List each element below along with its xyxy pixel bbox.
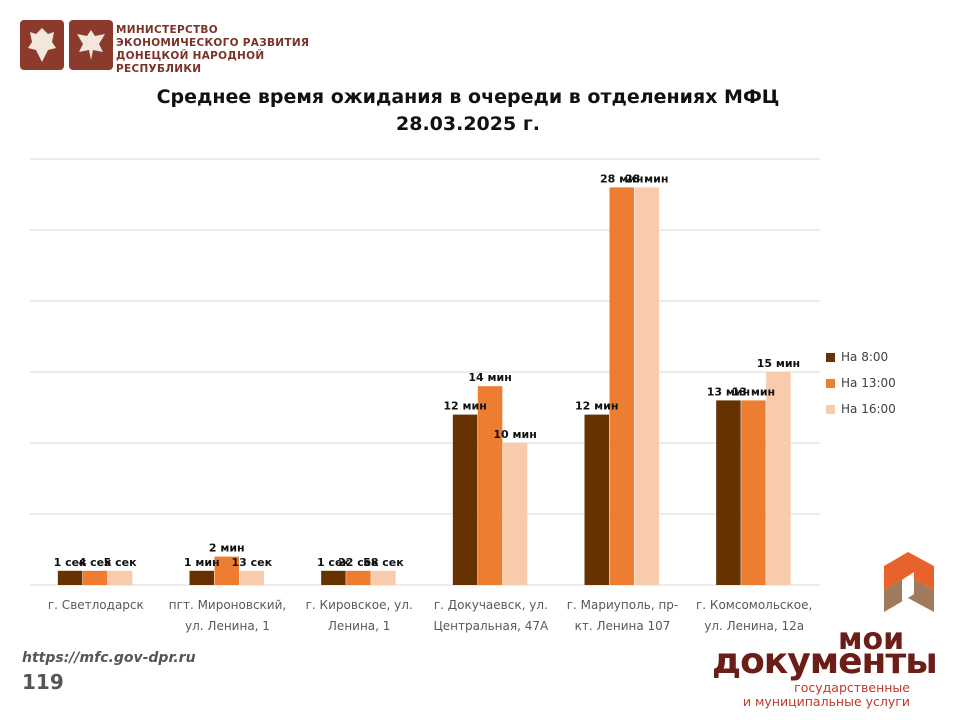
chart-legend: На 8:00 На 13:00 На 16:00: [826, 344, 896, 422]
bar: [346, 570, 371, 585]
bar: [609, 187, 634, 585]
legend-item-8: На 8:00: [826, 344, 896, 370]
bar: [741, 400, 766, 585]
category-label: ул. Ленина, 12а: [704, 619, 804, 633]
bar: [584, 414, 609, 585]
legend-item-13: На 13:00: [826, 370, 896, 396]
legend-item-16: На 16:00: [826, 396, 896, 422]
bar: [766, 372, 791, 585]
data-label: 1 сек: [54, 556, 87, 569]
category-label: ул. Ленина, 1: [185, 619, 270, 633]
category-label: г. Кировское, ул.: [306, 598, 413, 612]
category-label: г. Докучаевск, ул.: [434, 598, 548, 612]
category-label: пгт. Мироновский,: [169, 598, 286, 612]
data-label: 13 сек: [231, 556, 272, 569]
category-label: г. Мариуполь, пр-: [567, 598, 679, 612]
moi-dokumenty-logo-icon: [880, 550, 938, 626]
chart-title-line-1: Среднее время ожидания в очереди в отдел…: [156, 86, 780, 108]
data-label: 12 мин: [575, 400, 618, 413]
chart-category-labels: г. Светлодарск пгт. Мироновский, ул. Ленин…: [48, 598, 812, 633]
bar: [502, 443, 528, 585]
bar: [107, 570, 133, 585]
website-link[interactable]: https://mfc.gov-dpr.ru: [22, 650, 196, 666]
data-label: 15 мин: [757, 357, 800, 370]
bar: [239, 570, 264, 585]
legend-label-13: На 13:00: [841, 376, 896, 390]
slide-number: 119: [22, 670, 64, 694]
data-label: 10 мин: [493, 428, 536, 441]
bar: [214, 556, 239, 585]
legend-swatch-16: [826, 404, 835, 414]
category-label: г. Комсомольское,: [696, 598, 812, 612]
bar: [716, 400, 741, 585]
bar: [57, 570, 83, 585]
brand-word-moi: мои: [838, 622, 905, 657]
data-label: 1 сек: [317, 556, 350, 569]
data-label: 2 мин: [209, 542, 245, 555]
legend-swatch-8: [826, 352, 835, 362]
brand-tagline: государственные и муниципальные услуги: [743, 681, 910, 709]
bar: [452, 414, 478, 585]
ministry-line-3: ДОНЕЦКОЙ НАРОДНОЙ РЕСПУБЛИКИ: [116, 50, 265, 75]
ministry-line-2: ЭКОНОМИЧЕСКОГО РАЗВИТИЯ: [116, 37, 310, 49]
data-label: 5 сек: [104, 556, 137, 569]
bar: [371, 570, 396, 585]
data-label: 14 мин: [468, 371, 511, 384]
data-label: 4 сек: [79, 556, 112, 569]
data-label: 13 мин: [707, 385, 750, 398]
bar: [477, 386, 503, 585]
data-label: 28 мин: [600, 172, 643, 185]
brand-word-dokumenty: документы: [712, 641, 938, 682]
chart-title-line-2: 28.03.2025 г.: [396, 113, 540, 135]
brand-tagline-line-2: и муниципальные услуги: [742, 694, 910, 709]
chart-title: Среднее время ожидания в очереди в отдел…: [0, 84, 936, 138]
data-label: 28 мин: [625, 172, 668, 185]
category-label: Центральная, 47А: [433, 619, 549, 633]
data-label: 58 сек: [363, 556, 404, 569]
bar: [82, 570, 108, 585]
chart-bars: [57, 187, 791, 585]
eagle-emblem-icon: [69, 20, 113, 70]
brand-tagline-line-1: государственные: [794, 680, 910, 695]
data-label: 12 мин: [443, 400, 486, 413]
legend-label-16: На 16:00: [841, 402, 896, 416]
legend-label-8: На 8:00: [841, 350, 889, 364]
data-label: 22 сек: [338, 556, 379, 569]
category-label: кт. Ленина 107: [575, 619, 671, 633]
bar: [634, 187, 659, 585]
bar: [189, 570, 214, 585]
coat-of-arms-icon: [20, 20, 64, 70]
chart-grid: [30, 158, 820, 586]
data-label: 13 мин: [732, 385, 775, 398]
ministry-line-1: МИНИСТЕРСТВО: [116, 24, 218, 36]
data-label: 1 мин: [184, 556, 220, 569]
category-label: г. Светлодарск: [48, 598, 144, 612]
legend-swatch-13: [826, 378, 835, 388]
bar: [321, 570, 346, 585]
ministry-name: МИНИСТЕРСТВО ЭКОНОМИЧЕСКОГО РАЗВИТИЯ ДОН…: [116, 24, 346, 76]
category-label: Ленина, 1: [328, 619, 391, 633]
